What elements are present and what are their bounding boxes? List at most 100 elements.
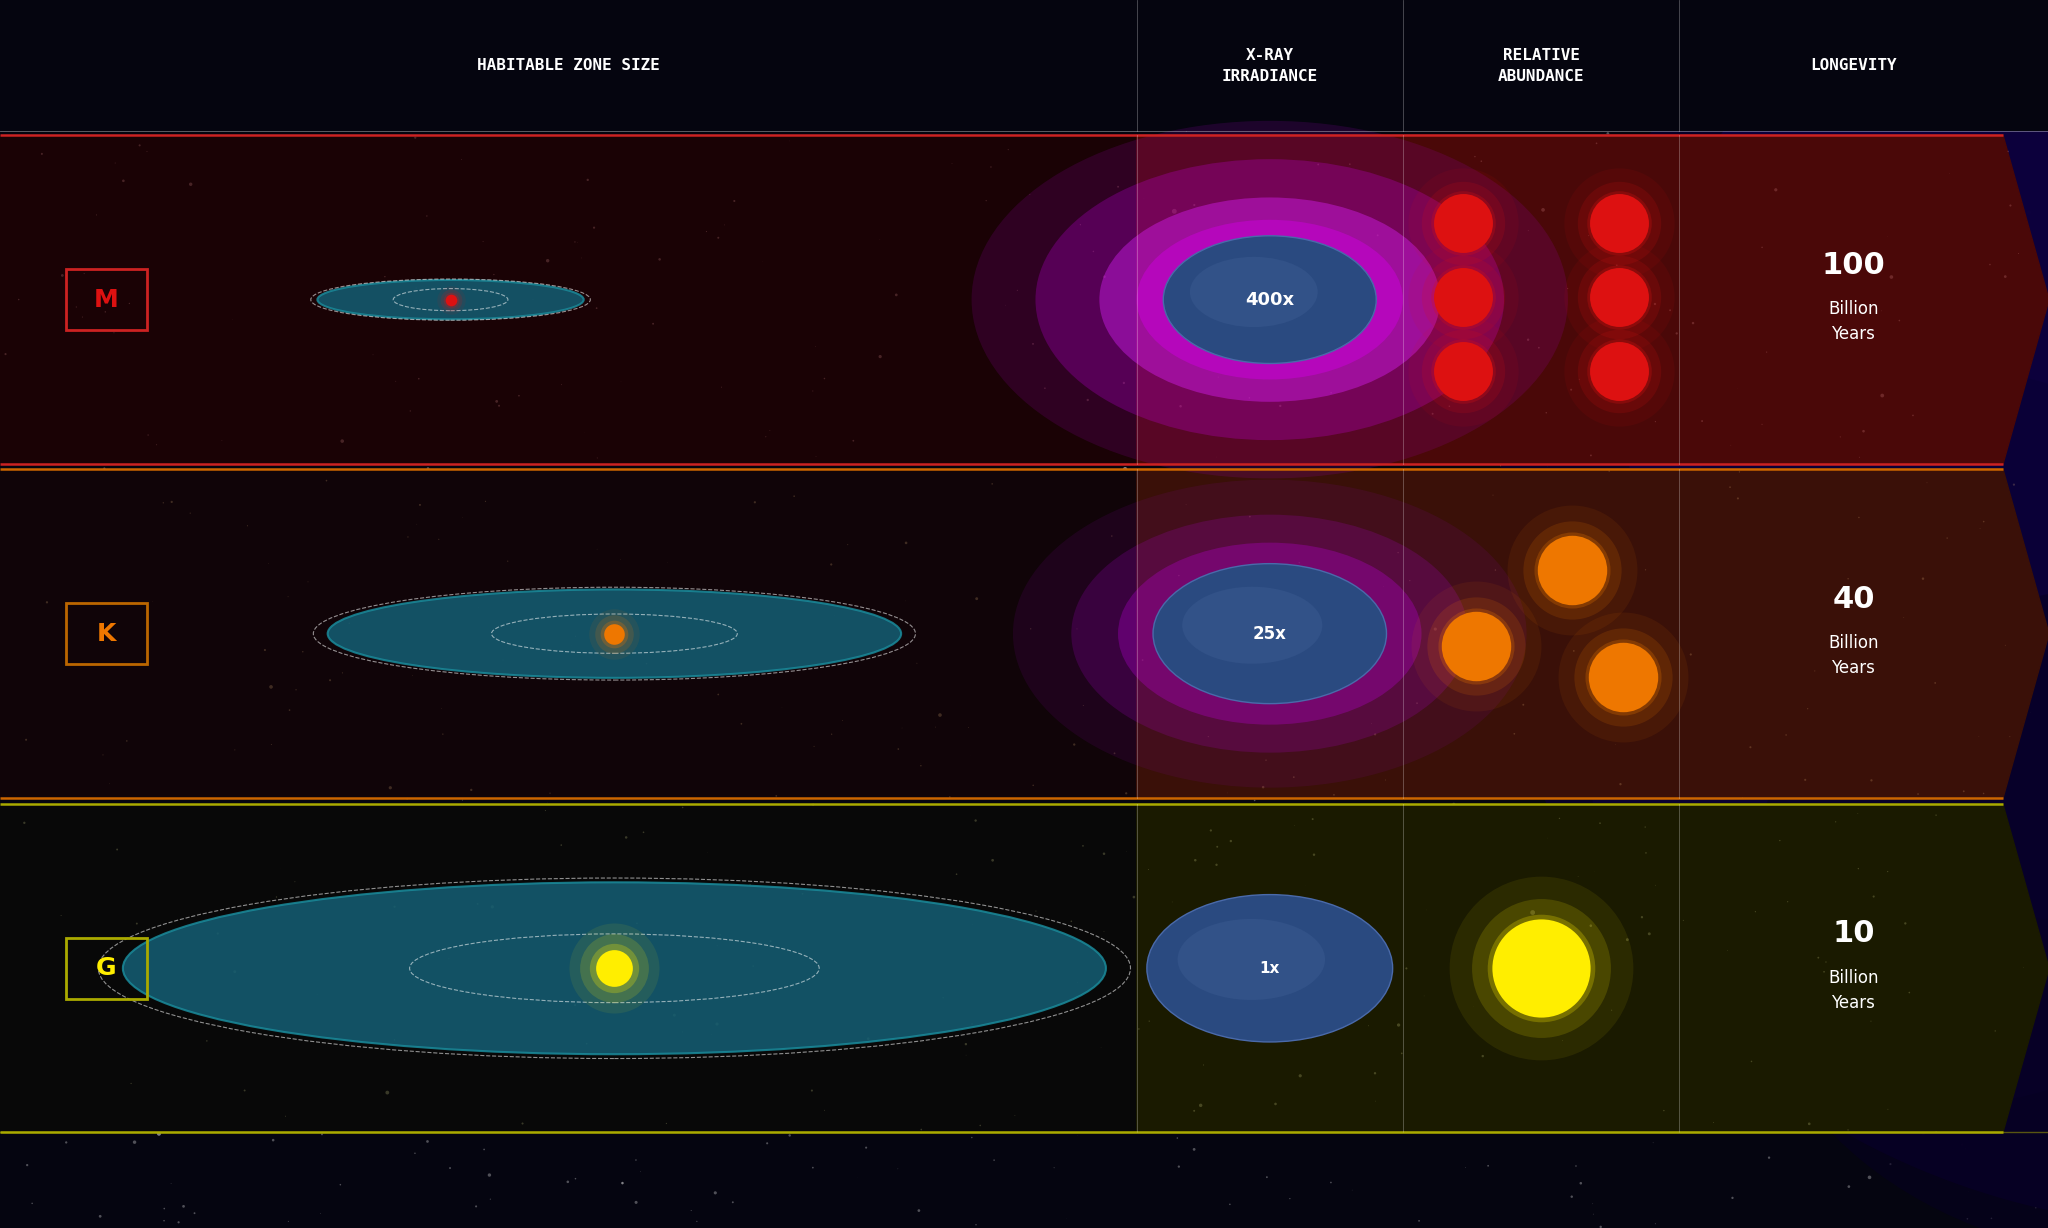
- Point: [190, 1032, 223, 1051]
- Point: [1057, 1082, 1090, 1102]
- Point: [725, 713, 758, 733]
- Point: [2007, 700, 2040, 720]
- Point: [1161, 648, 1194, 668]
- Point: [1061, 426, 1094, 446]
- Point: [1327, 399, 1360, 419]
- Point: [403, 523, 436, 543]
- Point: [1456, 801, 1489, 820]
- Point: [885, 718, 918, 738]
- Point: [1554, 1186, 1587, 1206]
- Point: [2, 290, 35, 309]
- Point: [61, 747, 94, 766]
- Point: [1688, 421, 1720, 441]
- Point: [1194, 820, 1227, 840]
- Point: [43, 831, 76, 851]
- Point: [47, 723, 80, 743]
- Point: [934, 787, 967, 807]
- Point: [80, 919, 113, 938]
- Point: [1450, 775, 1483, 795]
- Point: [606, 1173, 639, 1192]
- Point: [1585, 1217, 1618, 1228]
- Point: [508, 537, 541, 556]
- Point: [582, 539, 614, 559]
- Point: [621, 878, 653, 898]
- Point: [264, 1024, 297, 1044]
- Point: [1655, 904, 1688, 923]
- Point: [1624, 952, 1657, 971]
- Point: [803, 222, 836, 242]
- Point: [1638, 1033, 1671, 1052]
- Point: [1473, 1156, 1505, 1175]
- Point: [1382, 532, 1415, 551]
- Point: [4, 824, 37, 844]
- Point: [590, 433, 623, 453]
- Point: [1065, 215, 1098, 235]
- Point: [1147, 247, 1180, 266]
- Point: [461, 846, 494, 866]
- Point: [1169, 120, 1202, 140]
- Point: [893, 646, 926, 666]
- Point: [106, 171, 139, 190]
- Point: [1845, 284, 1878, 303]
- Point: [567, 664, 600, 684]
- Point: [1327, 933, 1360, 953]
- Point: [1001, 115, 1034, 135]
- Point: [612, 208, 645, 227]
- Point: [958, 810, 991, 830]
- Point: [1313, 270, 1346, 290]
- Point: [1212, 386, 1245, 405]
- Point: [1841, 858, 1874, 878]
- Point: [1200, 855, 1233, 874]
- Point: [799, 955, 831, 975]
- Point: [528, 801, 561, 820]
- Point: [674, 1201, 707, 1221]
- Point: [92, 68, 125, 87]
- Point: [817, 1041, 850, 1061]
- Point: [782, 307, 815, 327]
- Point: [1903, 785, 1935, 804]
- Point: [1014, 619, 1047, 639]
- Point: [1681, 530, 1714, 550]
- Point: [1722, 462, 1755, 481]
- Point: [391, 527, 424, 546]
- Point: [1085, 1002, 1118, 1022]
- Point: [2011, 831, 2044, 851]
- Point: [1018, 635, 1051, 655]
- Point: [1028, 23, 1061, 43]
- Point: [305, 1125, 338, 1144]
- Point: [350, 255, 383, 275]
- Point: [1446, 361, 1479, 381]
- Point: [1145, 198, 1178, 217]
- Point: [1436, 425, 1468, 445]
- Point: [977, 1151, 1010, 1170]
- Point: [53, 473, 86, 492]
- Point: [598, 958, 631, 977]
- Point: [1915, 442, 1948, 462]
- Point: [1944, 758, 1976, 777]
- Point: [2003, 0, 2036, 15]
- Point: [92, 282, 125, 302]
- Point: [231, 516, 264, 535]
- Point: [453, 1050, 485, 1070]
- Point: [301, 985, 334, 1005]
- Point: [1286, 348, 1319, 367]
- Point: [1278, 768, 1311, 787]
- Point: [147, 1199, 180, 1218]
- Point: [1585, 948, 1618, 968]
- Point: [1040, 311, 1073, 330]
- Point: [389, 1066, 422, 1086]
- Point: [1743, 72, 1776, 92]
- Point: [1919, 499, 1952, 518]
- Point: [528, 386, 561, 405]
- Point: [1071, 830, 1104, 850]
- Point: [1599, 255, 1632, 275]
- Point: [1585, 689, 1618, 709]
- Point: [1599, 734, 1632, 754]
- Point: [1298, 185, 1331, 205]
- Point: [98, 154, 131, 173]
- Point: [2, 325, 35, 345]
- Point: [983, 467, 1016, 486]
- Point: [1116, 551, 1149, 571]
- Point: [809, 1100, 842, 1120]
- Point: [676, 346, 709, 366]
